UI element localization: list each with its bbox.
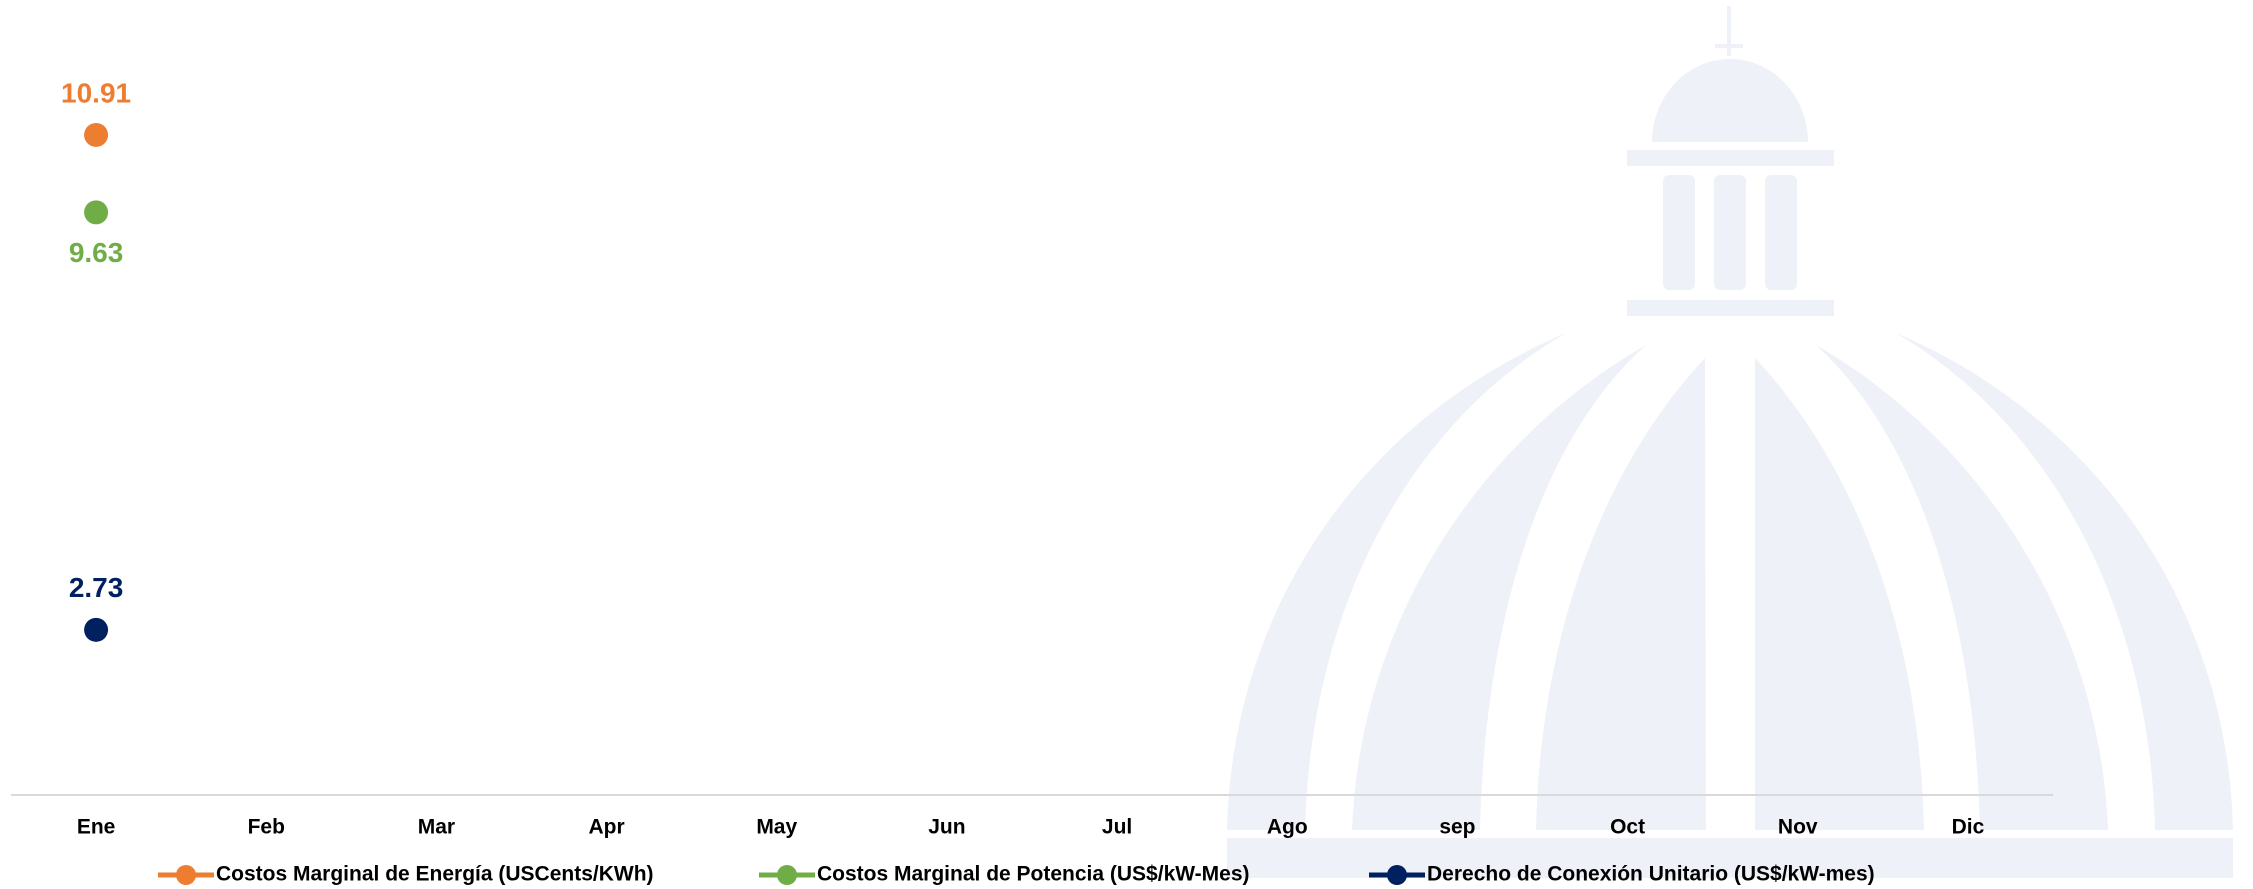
x-tick-label: Dic (1952, 816, 1985, 839)
x-tick-label: sep (1439, 816, 1475, 839)
x-tick-label: Nov (1778, 816, 1818, 839)
x-tick-label: May (756, 816, 797, 839)
data-label: 2.73 (69, 572, 124, 603)
x-tick-label: Jul (1102, 816, 1132, 839)
x-tick-label: Ene (77, 816, 116, 839)
x-tick-label: Apr (588, 816, 624, 839)
legend-marker (176, 865, 196, 885)
legend-label: Derecho de Conexión Unitario (US$/kW-mes… (1427, 863, 1875, 886)
legend-marker (1387, 865, 1407, 885)
x-tick-label: Mar (418, 816, 455, 839)
legend-label: Costos Marginal de Energía (USCents/KWh) (216, 863, 654, 886)
point-marker (84, 617, 109, 642)
x-tick-label: Jun (928, 816, 965, 839)
x-tick-label: Oct (1610, 816, 1645, 839)
watermark (1227, 6, 2233, 878)
x-tick-label: Feb (248, 816, 285, 839)
legend-label: Costos Marginal de Potencia (US$/kW-Mes) (817, 863, 1250, 886)
point-marker (84, 122, 109, 147)
x-tick-label: Ago (1267, 816, 1308, 839)
point-marker (84, 200, 109, 225)
legend-marker (777, 865, 797, 885)
data-label: 9.63 (69, 237, 124, 268)
data-label: 10.91 (61, 77, 131, 108)
